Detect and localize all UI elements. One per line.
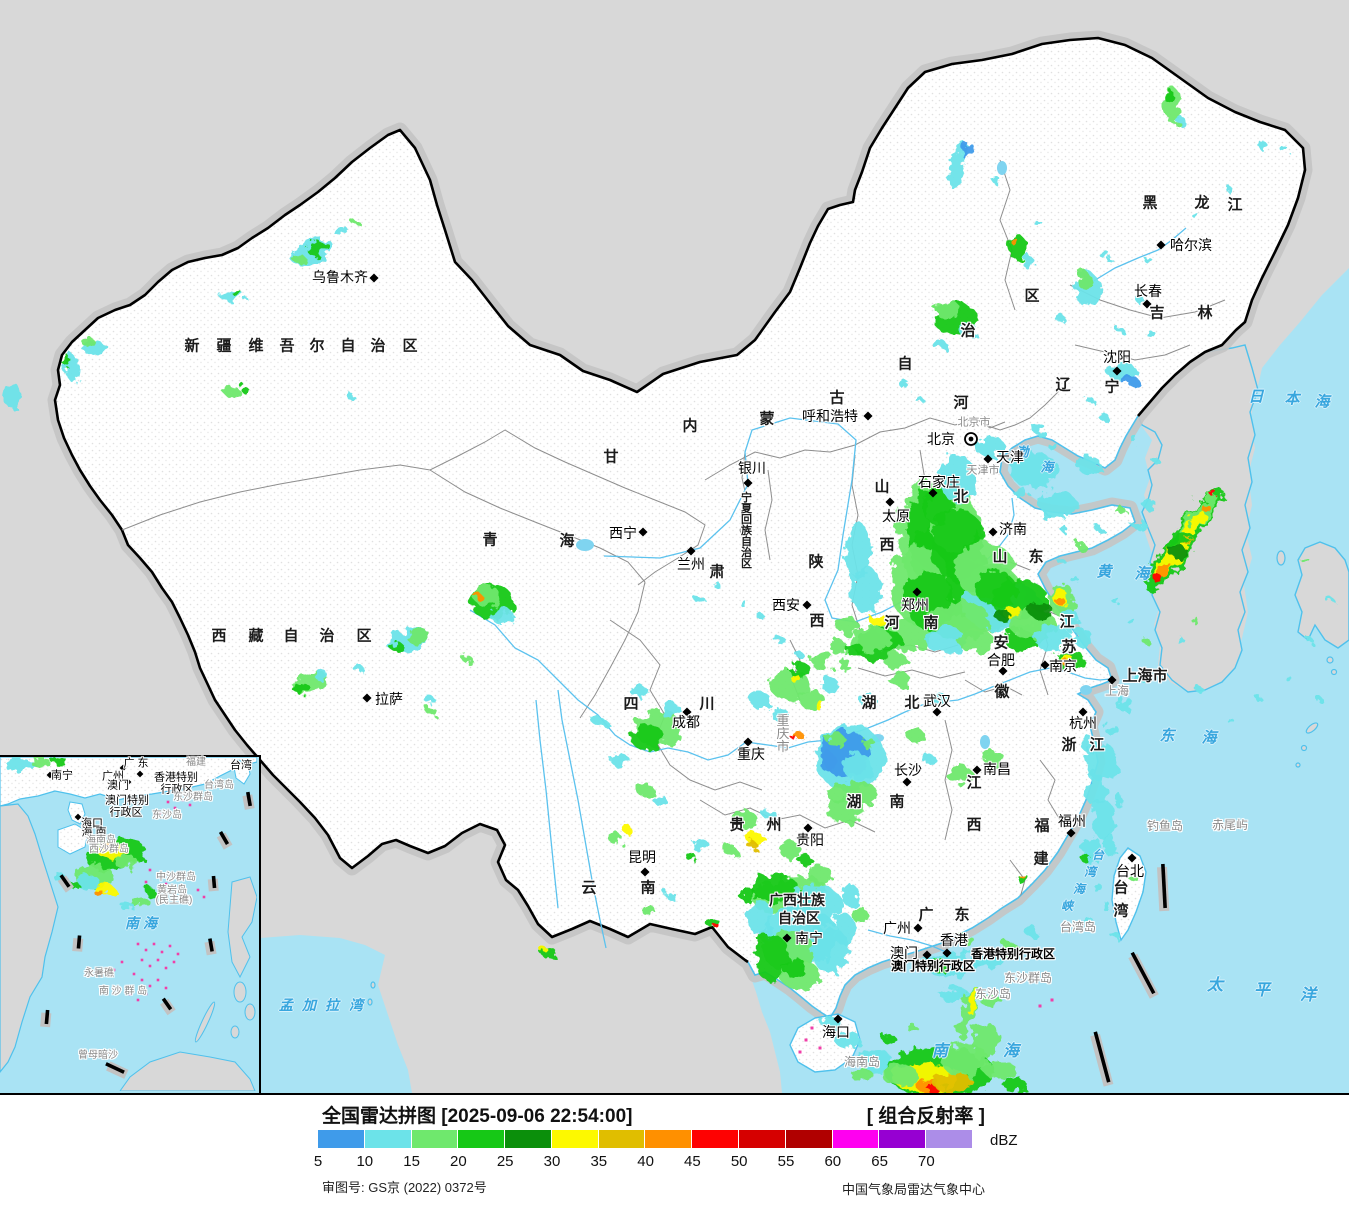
colorbar-segment: [739, 1130, 785, 1148]
colorbar-segment: [879, 1130, 926, 1148]
legend-bar: 全国雷达拼图 [2025-09-06 22:54:00] [ 组合反射率 ] 5…: [0, 1095, 1349, 1208]
license-number: 审图号: GS京 (2022) 0372号: [322, 1180, 487, 1195]
colorbar-tick: 35: [590, 1153, 608, 1170]
colorbar-segment: [692, 1130, 739, 1148]
colorbar-segment: [785, 1130, 832, 1148]
reflectivity-colorbar: [318, 1130, 973, 1148]
boundary-dash-layer: [798, 863, 1170, 1087]
china-radar-map: 南宁 广州广 东福建 台湾 台湾岛 香港特别 行政区 澳门 澳门特别 行政区 东沙群岛 东沙岛 海口海…: [0, 0, 1349, 1095]
colorbar-tick: 40: [637, 1153, 654, 1170]
colorbar-tick: 20: [450, 1153, 467, 1170]
south-china-sea-inset: 南宁 广州广 东福建 台湾 台湾岛 香港特别 行政区 澳门 澳门特别 行政区 东沙群岛 东沙岛 海口海…: [0, 755, 261, 1093]
colorbar-tick: 5: [313, 1153, 323, 1170]
colorbar-segment: [598, 1130, 645, 1148]
inset-echo-layer: [4, 757, 156, 911]
colorbar-segment: [832, 1130, 879, 1148]
colorbar-tick: 55: [777, 1153, 795, 1170]
colorbar-tick: 70: [918, 1153, 935, 1170]
colorbar-tick: 45: [684, 1153, 701, 1170]
colorbar-segment: [926, 1130, 972, 1148]
colorbar-segment: [551, 1130, 598, 1148]
colorbar-tick: 30: [543, 1153, 561, 1170]
colorbar-tick: 25: [496, 1153, 514, 1170]
colorbar-ticks: 5 10 15 20 25 30 35 40 45 50 55 60 65 70: [0, 1153, 1349, 1171]
colorbar-segment: [645, 1130, 692, 1148]
colorbar-tick: 50: [730, 1153, 748, 1170]
colorbar-segment: [364, 1130, 411, 1148]
colorbar-segment: [505, 1130, 551, 1148]
colorbar-unit: dBZ: [990, 1132, 1018, 1149]
map-title: 全国雷达拼图 [2025-09-06 22:54:00]: [322, 1106, 633, 1127]
colorbar-tick: 65: [871, 1153, 888, 1170]
colorbar-tick: 15: [403, 1153, 420, 1170]
credit-label: 中国气象局雷达气象中心: [841, 1182, 985, 1197]
colorbar-segment: [458, 1130, 505, 1148]
inset-dash-layer: [40, 791, 255, 1079]
radar-echo-layer: [5, 87, 1334, 1093]
colorbar-segment: [318, 1130, 364, 1148]
inset-basemap: [0, 757, 257, 1091]
product-label: [ 组合反射率 ]: [866, 1106, 985, 1127]
colorbar-segment: [411, 1130, 458, 1148]
inset-canvas: [0, 757, 257, 1091]
colorbar-tick: 60: [824, 1153, 842, 1170]
colorbar-tick: 10: [356, 1153, 374, 1170]
